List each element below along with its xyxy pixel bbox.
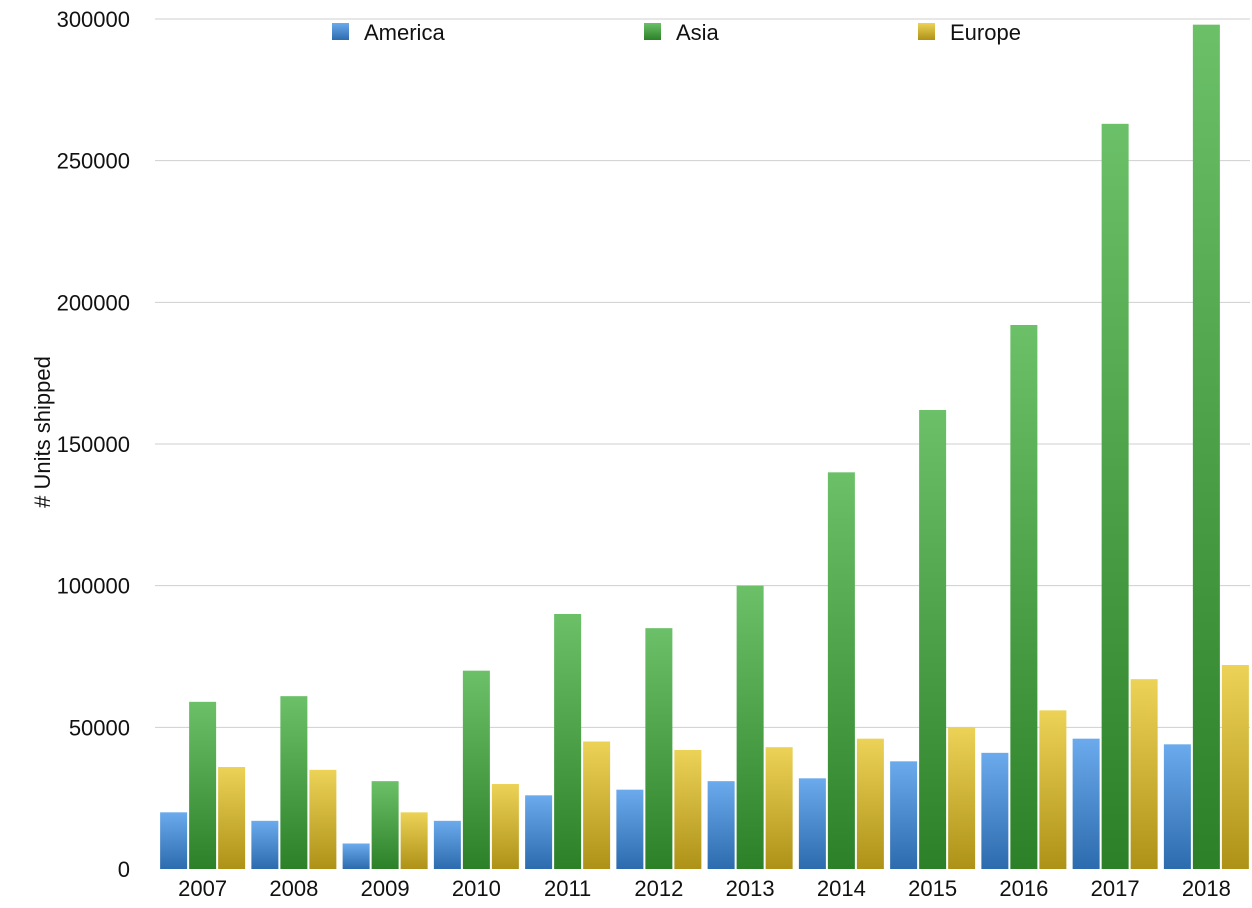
bar-europe-2008 [309,769,337,869]
bar-europe-2010 [491,784,519,869]
bar-asia-2007 [189,701,217,869]
x-tick-label: 2014 [817,876,866,901]
legend-label-america: America [364,20,445,45]
x-tick-label: 2011 [544,876,591,901]
bar-america-2013 [707,781,735,869]
gridlines [155,18,1250,728]
bar-asia-2009 [371,781,399,869]
bar-europe-2018 [1221,665,1249,869]
bar-asia-2013 [736,585,764,869]
y-tick-label: 300000 [57,7,130,32]
bar-america-2012 [616,789,644,869]
bar-asia-2011 [554,614,582,869]
bar-america-2007 [160,812,188,869]
x-tick-label: 2007 [178,876,227,901]
bar-asia-2014 [827,472,855,869]
x-tick-label: 2008 [269,876,318,901]
x-tick-label: 2013 [726,876,775,901]
bars [160,24,1249,870]
bar-europe-2015 [948,727,976,869]
bar-asia-2012 [645,628,673,869]
bar-america-2017 [1072,738,1100,869]
bar-europe-2009 [400,812,428,869]
bar-europe-2011 [583,741,611,869]
y-tick-label: 250000 [57,149,130,174]
bar-america-2015 [890,761,918,869]
bar-asia-2016 [1010,325,1038,869]
y-tick-label: 50000 [69,715,130,740]
bar-europe-2012 [674,750,702,869]
bar-europe-2014 [856,738,884,869]
y-tick-label: 0 [118,857,130,882]
x-tick-label: 2016 [999,876,1048,901]
bar-asia-2010 [462,670,490,869]
x-tick-label: 2010 [452,876,501,901]
bar-america-2008 [251,820,279,869]
bar-europe-2017 [1130,679,1158,869]
legend-swatch-europe [918,23,935,40]
bar-america-2016 [981,752,1009,869]
y-axis-label: # Units shipped [30,356,55,508]
y-tick-label: 100000 [57,574,130,599]
bar-asia-2008 [280,696,308,869]
x-tick-label: 2015 [908,876,957,901]
bar-america-2011 [525,795,553,869]
legend-label-europe: Europe [950,20,1021,45]
bar-america-2009 [342,843,370,869]
legend-label-asia: Asia [676,20,720,45]
bar-asia-2018 [1192,24,1220,869]
bar-america-2018 [1163,744,1191,869]
bar-america-2014 [798,778,826,869]
bar-america-2010 [433,820,461,869]
y-tick-label: 200000 [57,290,130,315]
bar-asia-2015 [919,410,947,869]
x-tick-label: 2009 [361,876,410,901]
x-axis: 2007 2008 2009 2010 2011 2012 2013 2014 2015 2016… [178,876,1231,901]
legend: America Asia Europe [332,20,1021,45]
bar-europe-2007 [218,767,246,869]
x-tick-label: 2012 [634,876,683,901]
x-tick-label: 2017 [1091,876,1140,901]
y-axis: 0 50000 100000 150000 200000 250000 300000 [57,7,130,882]
y-tick-label: 150000 [57,432,130,457]
legend-swatch-america [332,23,349,40]
bar-europe-2013 [765,747,793,869]
bar-europe-2016 [1039,710,1067,869]
bar-asia-2017 [1101,123,1129,870]
legend-swatch-asia [644,23,661,40]
x-tick-label: 2018 [1182,876,1231,901]
